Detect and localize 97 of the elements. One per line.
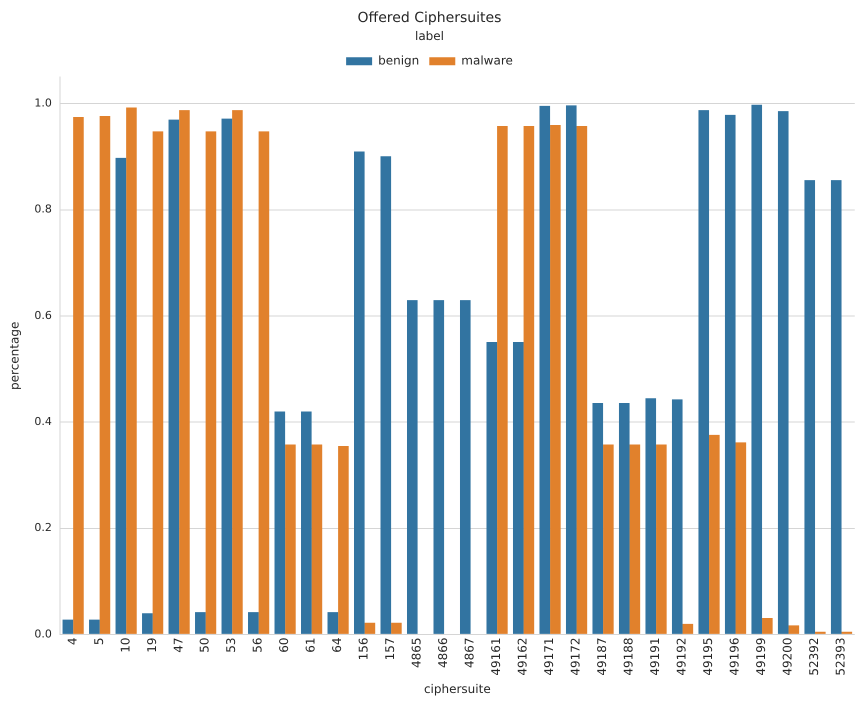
bar [380,156,392,634]
bar [248,612,259,634]
bar [274,412,286,634]
x-tick-label: 49171 [542,637,556,676]
x-tick-label: 52393 [834,637,848,676]
bar [312,444,322,634]
bar [682,624,694,634]
x-tick-label: 5 [92,637,106,646]
bar [391,622,402,634]
bar [433,300,444,634]
bar [603,444,614,634]
bar [460,300,471,634]
bar [804,180,816,634]
chart-title: Offered Ciphersuites [358,10,502,26]
bar [497,126,508,634]
y-tick-label: 0.4 [34,415,52,428]
bar [539,106,550,634]
bar [486,342,498,634]
bar [100,116,110,634]
bar [698,110,710,634]
bar [258,131,270,634]
bar [736,442,746,634]
x-tick-label: 49192 [674,637,689,676]
x-tick-label: 53 [224,637,238,653]
x-tick-label: 4867 [462,637,477,668]
bar [179,110,190,634]
bar [630,444,640,634]
x-tick-label: 156 [356,637,371,660]
x-tick-label: 4 [65,637,80,646]
x-tick-label: 49172 [568,637,583,676]
x-tick-label: 10 [118,637,132,653]
x-tick-label: 60 [277,637,292,653]
x-tick-label: 49191 [648,637,662,676]
x-tick-label: 49200 [780,637,795,676]
bar [338,446,349,634]
y-tick-label: 0.6 [34,308,52,322]
bar [62,620,74,634]
bar [206,131,216,634]
legend-label: benign [378,53,420,68]
y-tick-label: 0.2 [34,521,52,534]
x-tick-label: 61 [304,637,318,653]
x-tick-label: 64 [330,637,344,653]
bar [364,622,376,634]
bar [830,180,842,634]
bar [142,613,153,634]
x-tick-label: 4865 [410,637,424,668]
bar [788,625,800,634]
x-tick-label: 19 [144,637,159,653]
bar [116,158,126,634]
x-tick-label: 49161 [489,637,504,676]
x-axis-title: ciphersuite [424,682,491,696]
x-tick-label: 50 [198,637,212,653]
bar [222,118,232,634]
x-tick-label: 49188 [622,637,636,676]
x-tick-label: 49195 [701,637,716,676]
legend-label: malware [461,53,513,68]
x-tick-label: 49196 [728,637,742,676]
bar [566,105,577,634]
bar [195,612,206,634]
bar [762,618,773,634]
bar [709,434,720,634]
x-tick-label: 49199 [754,637,768,676]
x-tick-label: 157 [383,637,398,660]
bar [524,126,534,634]
bar [618,403,630,634]
bar [778,111,789,634]
bar [550,124,561,634]
bar [645,398,656,634]
bar [751,104,762,634]
x-tick-label: 52392 [807,637,822,676]
x-tick-label: 4866 [436,637,450,668]
bar [232,110,243,634]
bar [512,342,524,634]
bar [328,612,338,634]
bar [576,126,588,634]
y-tick-label: 0.0 [34,627,52,640]
bar [152,131,164,634]
bar [406,300,418,634]
x-tick-label: 47 [171,637,186,653]
bar [724,114,736,634]
legend-title: label [414,28,444,43]
x-tick-label: 56 [250,637,265,653]
bar [89,620,100,634]
x-tick-label: 49187 [595,637,610,676]
bar [656,444,667,634]
bar [592,403,604,634]
y-axis-title: percentage [7,322,22,390]
bar [126,107,137,634]
bar [301,412,312,634]
y-tick-label: 0.8 [34,202,52,216]
bar [672,399,683,634]
x-tick-label: 49162 [516,637,530,676]
bar [285,444,296,634]
bar [73,117,84,634]
bar [168,120,180,634]
y-tick-label: 1.0 [34,96,52,110]
bar [354,151,365,634]
